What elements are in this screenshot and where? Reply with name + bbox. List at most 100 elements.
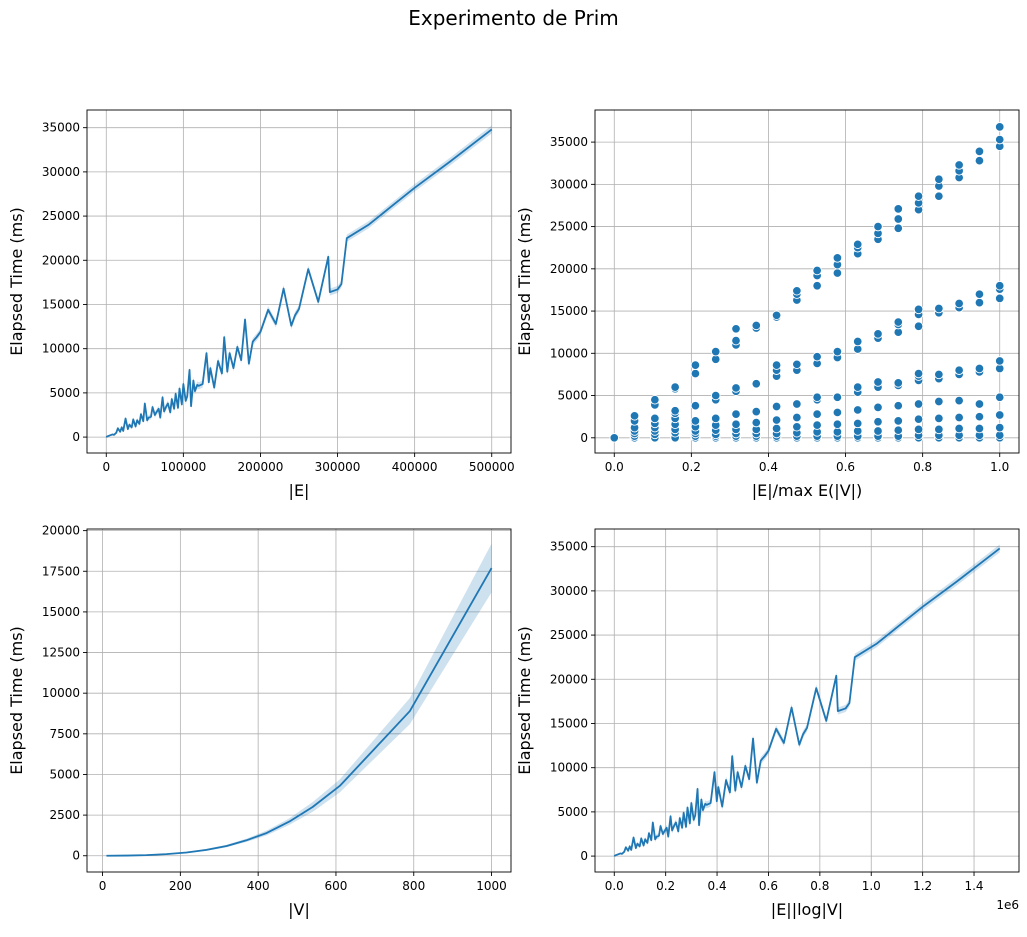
x-axis-label: |E||log|V| <box>771 900 843 919</box>
scatter-point <box>934 413 944 424</box>
y-tick-label: 30000 <box>42 165 80 179</box>
y-tick-label: 20000 <box>42 253 80 267</box>
y-tick-label: 15000 <box>42 605 80 619</box>
scatter-point <box>670 406 680 416</box>
scatter-point <box>771 360 782 370</box>
scatter-point <box>994 280 1005 291</box>
x-tick-label: 0 <box>99 879 107 893</box>
scatter-point <box>893 425 904 435</box>
scatter-point <box>873 426 883 436</box>
y-tick-label: 5000 <box>557 805 588 819</box>
y-axis-label: Elapsed Time (ms) <box>7 626 26 775</box>
scatter-point <box>751 406 762 417</box>
x-tick-label: 0.4 <box>759 460 778 474</box>
scatter-point <box>893 400 904 411</box>
x-tick-label: 1.0 <box>990 460 1009 474</box>
scatter-point <box>852 336 863 347</box>
y-tick-label: 17500 <box>42 564 80 578</box>
scatter-point <box>873 329 883 339</box>
x-tick-label: 0.8 <box>810 879 829 893</box>
axis-offset-text: 1e6 <box>996 898 1019 912</box>
scatter-point <box>994 422 1005 433</box>
x-tick-label: 1.2 <box>913 879 932 893</box>
scatter-point <box>731 419 741 430</box>
scatter-point <box>832 253 843 263</box>
scatter-point <box>994 293 1005 304</box>
scatter-point <box>934 303 944 314</box>
subplot-ax2: 0.0 0.2 0.4 0.6 0.8 1.0 0 5000 10000 15000 20000 25… <box>515 109 1020 500</box>
x-tick-label: 500000 <box>469 460 515 474</box>
scatter-point <box>954 423 964 434</box>
figure-title: Experimento de Prim <box>408 6 619 30</box>
scatter-point <box>812 420 822 430</box>
series-line <box>613 547 1001 857</box>
scatter-point <box>710 413 721 424</box>
scatter-point <box>954 298 964 309</box>
y-tick-label: 10000 <box>550 346 588 360</box>
scatter-point <box>650 395 660 405</box>
scatter-point <box>934 424 944 435</box>
x-tick-label: 1.4 <box>964 879 983 893</box>
scatter-point <box>994 410 1005 420</box>
x-axis-label: |E|/max E(|V|) <box>752 481 863 500</box>
scatter-point <box>751 378 762 389</box>
y-tick-label: 15000 <box>42 297 80 311</box>
y-tick-label: 30000 <box>550 177 588 191</box>
scatter-point <box>873 221 883 232</box>
scatter-point <box>913 191 924 201</box>
y-tick-label: 10000 <box>550 761 588 775</box>
y-tick-label: 20000 <box>550 672 588 686</box>
scatter-point <box>792 359 802 370</box>
scatter-point <box>751 417 762 428</box>
scatter-point <box>792 286 802 296</box>
scatter-point <box>690 360 701 370</box>
x-axis-label: |E| <box>289 481 310 500</box>
scatter-point <box>629 411 640 421</box>
y-tick-label: 12500 <box>42 646 80 660</box>
scatter-point <box>792 412 802 423</box>
scatter-point <box>690 416 701 426</box>
scatter-point <box>934 369 944 380</box>
scatter-point <box>873 377 883 387</box>
scatter-point <box>690 368 701 379</box>
scatter-point <box>934 191 944 201</box>
scatter-point <box>913 414 924 424</box>
y-tick-label: 20000 <box>42 524 80 538</box>
scatter-point <box>974 363 985 374</box>
scatter-point <box>792 399 802 409</box>
y-tick-label: 5000 <box>49 386 80 400</box>
y-tick-label: 0 <box>72 430 80 444</box>
scatter-point <box>832 407 843 418</box>
y-tick-label: 0 <box>580 849 588 863</box>
scatter-point <box>893 223 904 234</box>
scatter-point <box>954 365 964 375</box>
scatter-point <box>771 310 782 321</box>
scatter-point <box>994 356 1005 366</box>
y-tick-label: 0 <box>72 849 80 863</box>
y-tick-label: 2500 <box>49 808 80 822</box>
scatter-point <box>792 422 802 432</box>
scatter-point <box>650 413 660 424</box>
x-tick-label: 300000 <box>315 460 361 474</box>
scatter-point <box>670 382 680 392</box>
x-tick-label: 100000 <box>160 460 206 474</box>
scatter-point <box>731 335 741 346</box>
scatter-point <box>832 392 843 402</box>
y-tick-label: 35000 <box>550 135 588 149</box>
scatter-point <box>893 416 904 426</box>
y-axis-label: Elapsed Time (ms) <box>515 626 534 775</box>
x-tick-label: 0.0 <box>605 879 624 893</box>
scatter-point <box>913 399 924 409</box>
scatter-point <box>812 392 822 402</box>
y-axis-label: Elapsed Time (ms) <box>7 207 26 356</box>
scatter-point <box>893 317 904 327</box>
scatter-point <box>751 320 762 331</box>
y-tick-label: 15000 <box>550 716 588 730</box>
y-tick-label: 7500 <box>49 727 80 741</box>
scatter-point <box>913 321 924 332</box>
scatter-point <box>852 405 863 415</box>
y-tick-label: 15000 <box>550 304 588 318</box>
y-tick-label: 20000 <box>550 262 588 276</box>
confidence-band <box>106 543 492 856</box>
scatter-point <box>832 268 843 278</box>
